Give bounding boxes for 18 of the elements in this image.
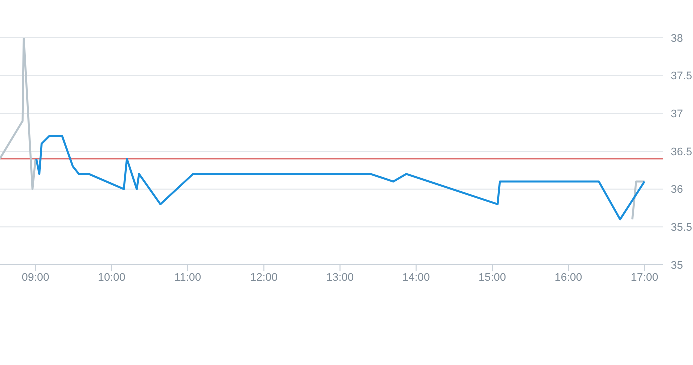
x-tick-label: 17:00: [630, 272, 658, 284]
y-tick-label: 36: [671, 184, 684, 196]
y-tick-label: 37: [671, 108, 684, 121]
x-tick-label: 10:00: [98, 272, 126, 284]
x-tick-label: 15:00: [478, 272, 506, 284]
x-tick-label: 14:00: [402, 272, 430, 284]
y-tick-label: 35.5: [671, 222, 692, 234]
x-tick-label: 12:00: [250, 272, 278, 284]
y-tick-label: 35: [671, 260, 684, 272]
y-tick-label: 38: [671, 32, 684, 45]
line-series: [0, 38, 37, 190]
x-tick-label: 09:00: [22, 272, 50, 284]
x-tick-label: 13:00: [326, 272, 354, 284]
y-tick-label: 37.5: [671, 70, 692, 83]
y-tick-label: 36.5: [671, 146, 692, 158]
line-series: [36, 135, 646, 221]
x-tick-label: 11:00: [174, 272, 202, 284]
x-tick-label: 16:00: [554, 272, 582, 284]
